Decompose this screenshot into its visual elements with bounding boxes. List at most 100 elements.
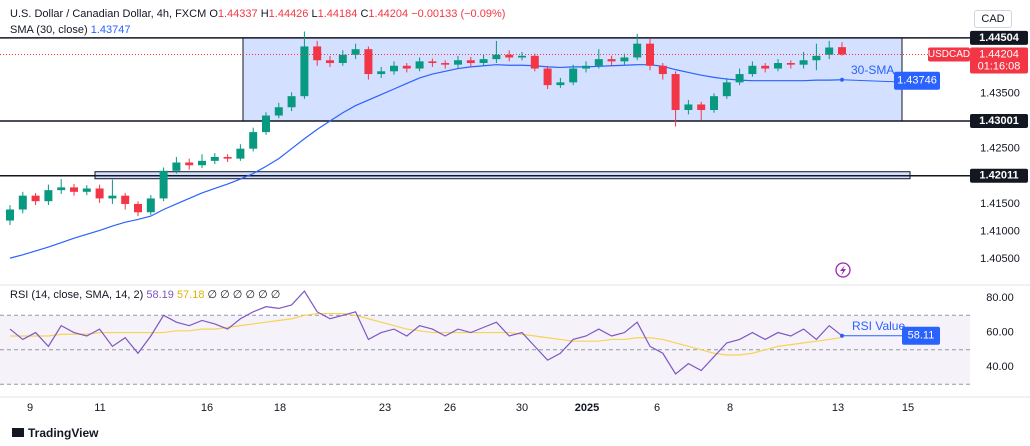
candle-body xyxy=(569,68,578,83)
candle-body xyxy=(95,188,104,199)
currency[interactable]: CAD xyxy=(974,10,1012,28)
x-tick-label: 13 xyxy=(832,402,844,414)
x-tick-label: 2025 xyxy=(575,402,599,414)
candle-body xyxy=(428,61,437,64)
l-label: L xyxy=(311,8,318,20)
rsi-annotation: RSI Value xyxy=(852,319,905,333)
change: −0.00133 (−0.09%) xyxy=(411,8,506,20)
price-bg xyxy=(970,47,1028,74)
alert-bolt xyxy=(840,265,846,276)
candle-body xyxy=(761,65,770,69)
candle-body xyxy=(799,60,808,65)
h-label: H xyxy=(260,8,269,20)
candle-body xyxy=(582,65,590,69)
series-line xyxy=(9,64,843,259)
candle-body xyxy=(684,104,693,110)
candle-body xyxy=(658,65,667,75)
x-tick-label: 26 xyxy=(444,402,456,414)
x-tick-label: 15 xyxy=(902,402,914,414)
candle-body xyxy=(262,115,270,133)
candle-body xyxy=(6,209,14,221)
rsi-dot xyxy=(840,333,844,338)
x-tick-label: 11 xyxy=(94,402,105,414)
rsi-ma-value: 57.18 xyxy=(176,289,205,301)
candle-body xyxy=(646,43,654,66)
level-label: 1.42011 xyxy=(979,170,1018,182)
x-tick-label: 6 xyxy=(654,402,660,414)
candle-body xyxy=(812,55,821,61)
candle-body xyxy=(505,54,514,58)
sma-annotation: 30-SMA xyxy=(851,63,894,77)
candle-body xyxy=(390,65,398,72)
rsi-value: 58.19 xyxy=(146,289,174,301)
candle-body xyxy=(287,96,296,108)
candle-body xyxy=(748,65,757,75)
c-label: C xyxy=(360,8,369,20)
candle-body xyxy=(594,59,603,66)
candle-body xyxy=(313,46,322,61)
candle-body xyxy=(185,162,194,166)
level-label: 1.43001 xyxy=(979,115,1019,127)
candle-body xyxy=(274,107,283,116)
candle-body xyxy=(543,68,552,86)
candle-body xyxy=(710,96,718,110)
candle-body xyxy=(82,188,91,192)
symbol-bg xyxy=(928,47,970,62)
candle-body xyxy=(479,59,488,64)
level-label-bg xyxy=(970,30,1028,45)
series-line xyxy=(10,312,843,356)
candle-body xyxy=(31,195,40,202)
candle-body xyxy=(159,170,168,199)
brand-text: TradingView xyxy=(28,426,99,440)
symbol-title: U.S. Dollar / Canadian Dollar, 4h, FXCM xyxy=(10,8,207,20)
y-tick-label: 1.41500 xyxy=(980,198,1020,210)
sma-name: SMA (30, close) xyxy=(10,24,88,36)
candle-body xyxy=(351,49,360,55)
x-tick-label: 8 xyxy=(727,402,733,414)
x-tick-label: 9 xyxy=(27,402,33,414)
alert-icon xyxy=(835,262,851,278)
candle-body xyxy=(70,187,78,192)
rsi-tick-label: 60.00 xyxy=(986,326,1014,338)
candle-body xyxy=(518,55,526,58)
y-tick-label: 1.41000 xyxy=(980,226,1020,238)
candle-body xyxy=(134,203,142,213)
y-tick-label: 1.43500 xyxy=(980,87,1020,99)
level-label: 1.44504 xyxy=(979,32,1020,44)
x-tick-label: 16 xyxy=(201,402,213,414)
candle-body xyxy=(300,46,309,97)
o-label: O xyxy=(209,8,218,20)
price-label: 1.44204 xyxy=(979,48,1019,60)
candle-body xyxy=(377,71,386,75)
x-tick-label: 30 xyxy=(516,402,528,414)
rsi-tick-label: 80.00 xyxy=(986,292,1014,304)
candle-body xyxy=(441,63,450,65)
brand-logo xyxy=(12,428,24,437)
c-value: 1.44204 xyxy=(368,8,409,20)
candle-body xyxy=(57,187,66,191)
candle-body xyxy=(249,132,258,149)
candle-body xyxy=(492,54,501,60)
sma-connector xyxy=(841,79,896,83)
candle-body xyxy=(530,55,539,69)
symbol-label: USDCAD xyxy=(928,49,970,60)
candle-body xyxy=(825,47,834,55)
candle-body xyxy=(172,162,181,171)
candle-body xyxy=(44,190,53,202)
candle-body xyxy=(236,148,245,159)
candle-body xyxy=(146,198,155,213)
candle-body xyxy=(722,82,731,97)
x-tick-label: 18 xyxy=(274,402,286,414)
candle-body xyxy=(774,63,782,69)
candle-body xyxy=(633,43,642,58)
x-tick-label: 23 xyxy=(379,402,391,414)
level-label-bg xyxy=(970,168,1028,183)
candle-body xyxy=(18,195,27,210)
o-value: 1.44337 xyxy=(217,8,258,20)
sma-value: 1.43747 xyxy=(90,24,131,36)
brand: TradingView xyxy=(12,426,98,440)
candle-body xyxy=(697,104,706,110)
candle-body xyxy=(108,195,117,199)
candle-body xyxy=(338,54,347,64)
